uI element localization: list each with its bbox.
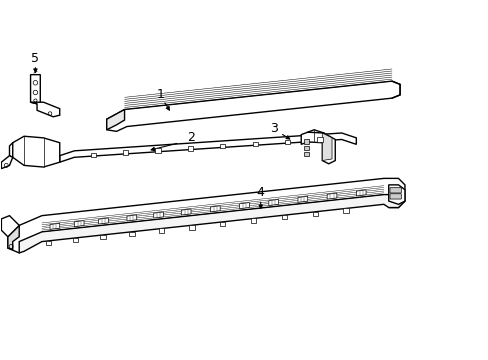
Bar bbox=[189, 225, 194, 230]
Bar bbox=[220, 222, 225, 226]
Polygon shape bbox=[181, 209, 191, 215]
FancyBboxPatch shape bbox=[389, 194, 401, 199]
Bar bbox=[220, 144, 225, 148]
Bar bbox=[46, 241, 51, 245]
Polygon shape bbox=[8, 225, 19, 250]
Bar bbox=[312, 212, 317, 216]
Bar bbox=[304, 152, 309, 157]
Polygon shape bbox=[106, 81, 399, 131]
Bar bbox=[304, 145, 309, 150]
Bar bbox=[187, 146, 193, 150]
Polygon shape bbox=[301, 132, 335, 164]
Text: 3: 3 bbox=[269, 122, 277, 135]
Bar bbox=[100, 235, 105, 239]
Bar bbox=[304, 139, 309, 144]
Polygon shape bbox=[13, 136, 60, 167]
Bar bbox=[252, 142, 257, 146]
Polygon shape bbox=[106, 109, 124, 130]
Bar bbox=[158, 229, 163, 233]
Bar bbox=[343, 208, 348, 213]
Polygon shape bbox=[1, 216, 19, 237]
Bar bbox=[129, 231, 134, 236]
Polygon shape bbox=[60, 133, 356, 162]
Text: 5: 5 bbox=[31, 52, 40, 65]
Bar bbox=[285, 140, 290, 144]
Polygon shape bbox=[322, 133, 331, 161]
Polygon shape bbox=[19, 195, 404, 253]
Polygon shape bbox=[356, 190, 366, 196]
Text: 2: 2 bbox=[187, 131, 195, 144]
Bar bbox=[155, 148, 160, 153]
Polygon shape bbox=[74, 221, 84, 227]
Polygon shape bbox=[388, 185, 404, 204]
Polygon shape bbox=[127, 215, 137, 221]
Polygon shape bbox=[50, 223, 60, 229]
Bar bbox=[250, 219, 256, 223]
Text: 4: 4 bbox=[256, 186, 264, 199]
Polygon shape bbox=[153, 212, 163, 218]
Bar bbox=[73, 238, 78, 242]
Polygon shape bbox=[30, 102, 60, 117]
Polygon shape bbox=[326, 193, 336, 199]
Bar bbox=[90, 153, 96, 157]
FancyBboxPatch shape bbox=[389, 188, 401, 193]
Polygon shape bbox=[297, 196, 307, 202]
Bar bbox=[281, 215, 286, 220]
Polygon shape bbox=[239, 203, 249, 209]
Polygon shape bbox=[8, 178, 404, 253]
Polygon shape bbox=[210, 206, 220, 212]
Polygon shape bbox=[99, 218, 108, 224]
Polygon shape bbox=[268, 199, 278, 206]
Text: 1: 1 bbox=[156, 87, 164, 100]
Polygon shape bbox=[30, 75, 40, 104]
Bar bbox=[317, 138, 322, 142]
Polygon shape bbox=[1, 156, 13, 168]
Bar bbox=[122, 150, 128, 155]
